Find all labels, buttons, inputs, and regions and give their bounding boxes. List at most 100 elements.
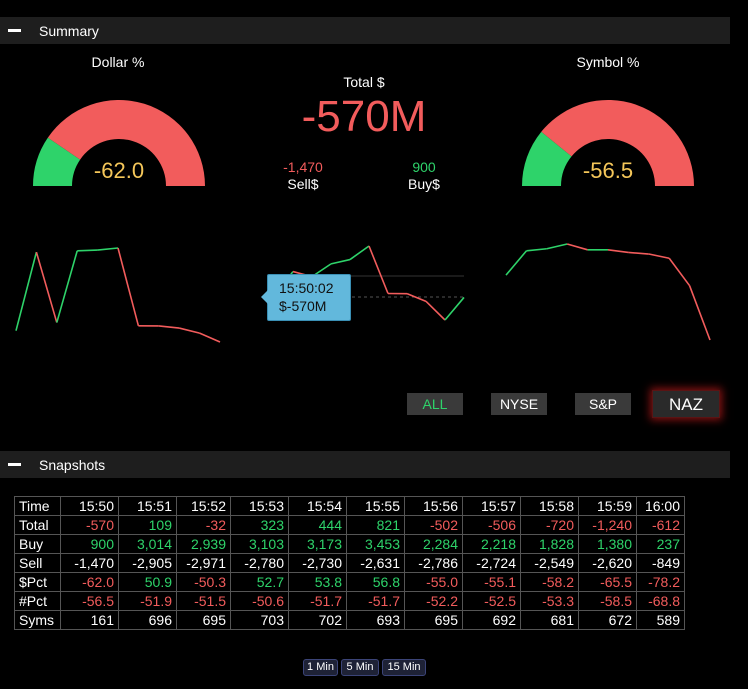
collapse-icon[interactable] <box>8 463 21 466</box>
table-cell: 237 <box>636 534 685 554</box>
symbol-sparkline[interactable] <box>504 238 716 346</box>
table-cell: 693 <box>346 610 405 630</box>
sell-label: Sell$ <box>287 176 319 192</box>
table-cell: 703 <box>230 610 289 630</box>
table-header-row: Time 15:50 15:51 15:52 15:53 15:54 15:55 15:56 1… <box>14 496 685 516</box>
row-label: Syms <box>14 610 61 630</box>
interval-1min-button[interactable]: 1 Min <box>303 659 338 676</box>
row-label: Buy <box>14 534 61 554</box>
table-cell: -50.6 <box>230 591 289 611</box>
table-cell: -502 <box>404 515 463 535</box>
sell-value: -1,470 <box>283 159 323 175</box>
table-cell: 2,939 <box>176 534 231 554</box>
table-cell: 1,380 <box>578 534 637 554</box>
sparkline-segment <box>77 249 98 252</box>
table-cell: -68.8 <box>636 591 685 611</box>
table-cell: 3,014 <box>118 534 177 554</box>
table-cell: -612 <box>636 515 685 535</box>
sparkline-segment <box>56 250 78 323</box>
table-cell: -2,631 <box>346 553 405 573</box>
table-cell: -2,620 <box>578 553 637 573</box>
snapshots-header[interactable]: Snapshots <box>0 451 730 478</box>
sparkline-segment <box>330 258 351 265</box>
filter-sp-button[interactable]: S&P <box>575 393 631 415</box>
buy-label: Buy$ <box>408 176 440 192</box>
sparkline-segment <box>688 285 711 341</box>
dollar-pct-label: Dollar % <box>91 54 145 70</box>
table-cell: 2,218 <box>462 534 521 554</box>
table-cell: 109 <box>118 515 177 535</box>
table-cell: -570 <box>60 515 119 535</box>
table-cell: -849 <box>636 553 685 573</box>
table-row: #Pct -56.5 -51.9 -51.5 -50.6 -51.7 -51.7 -52.2-… <box>14 591 685 611</box>
sparkline-segment <box>199 332 221 343</box>
column-header-time: 15:54 <box>288 496 347 516</box>
table-cell: 821 <box>346 515 405 535</box>
sparkline-segment <box>368 245 389 294</box>
filter-all-button[interactable]: ALL <box>407 393 463 415</box>
row-label: #Pct <box>14 591 61 611</box>
table-cell: -58.2 <box>520 572 579 592</box>
filter-naz-button[interactable]: NAZ <box>652 390 720 418</box>
table-row: Buy 900 3,014 2,939 3,103 3,173 3,453 2,284 2,21… <box>14 534 685 554</box>
table-cell: -2,780 <box>230 553 289 573</box>
sparkline-segment <box>15 251 38 331</box>
gauge-red-arc <box>541 100 694 186</box>
table-cell: -55.1 <box>462 572 521 592</box>
table-cell: 692 <box>462 610 521 630</box>
sparkline-segment <box>566 243 588 251</box>
table-cell: -1,470 <box>60 553 119 573</box>
total-label: Total $ <box>343 74 385 90</box>
table-cell: -78.2 <box>636 572 685 592</box>
filter-nyse-button[interactable]: NYSE <box>491 393 547 415</box>
collapse-icon[interactable] <box>8 29 21 32</box>
column-header-time: 15:57 <box>462 496 521 516</box>
interval-5min-button[interactable]: 5 Min <box>341 659 379 676</box>
summary-title: Summary <box>39 22 99 39</box>
sparkline-segment <box>117 247 140 327</box>
snapshots-title: Snapshots <box>39 456 106 473</box>
dollar-pct-gauge: -62.0 <box>33 99 206 186</box>
table-cell: 672 <box>578 610 637 630</box>
dollar-pct-value: -62.0 <box>94 158 144 183</box>
table-cell: 695 <box>176 610 231 630</box>
dollar-sparkline[interactable] <box>14 240 224 346</box>
table-cell: -1,240 <box>578 515 637 535</box>
chart-tooltip: 15:50:02 $-570M <box>261 274 351 321</box>
sparkline-segment <box>425 300 446 321</box>
column-header-label: Time <box>14 496 61 516</box>
column-header-time: 15:50 <box>60 496 119 516</box>
table-cell: 444 <box>288 515 347 535</box>
sparkline-segment <box>35 251 58 323</box>
table-cell: -51.9 <box>118 591 177 611</box>
table-cell: -65.5 <box>578 572 637 592</box>
column-header-time: 15:55 <box>346 496 405 516</box>
table-cell: -62.0 <box>60 572 119 592</box>
interval-15min-button[interactable]: 15 Min <box>382 659 426 676</box>
column-header-time: 16:00 <box>636 496 685 516</box>
table-cell: -50.3 <box>176 572 231 592</box>
row-label: Sell <box>14 553 61 573</box>
table-cell: 900 <box>60 534 119 554</box>
total-value: -570M <box>301 92 427 141</box>
table-cell: 52.7 <box>230 572 289 592</box>
table-cell: -51.7 <box>288 591 347 611</box>
table-cell: -2,786 <box>404 553 463 573</box>
table-cell: 589 <box>636 610 685 630</box>
table-cell: -2,724 <box>462 553 521 573</box>
table-cell: -2,905 <box>118 553 177 573</box>
symbol-pct-value: -56.5 <box>583 158 633 183</box>
sparkline-segment <box>546 243 568 250</box>
table-cell: -2,549 <box>520 553 579 573</box>
symbol-pct-label: Symbol % <box>576 54 640 70</box>
table-cell: 2,284 <box>404 534 463 554</box>
sparkline-segment <box>158 325 180 329</box>
tooltip-value: $-570M <box>279 298 327 314</box>
table-cell: 56.8 <box>346 572 405 592</box>
table-cell: -2,730 <box>288 553 347 573</box>
table-cell: 3,173 <box>288 534 347 554</box>
table-cell: -56.5 <box>60 591 119 611</box>
sparkline-segment <box>97 247 119 251</box>
summary-header[interactable]: Summary <box>0 17 730 44</box>
gauge-green-arc <box>522 131 572 186</box>
